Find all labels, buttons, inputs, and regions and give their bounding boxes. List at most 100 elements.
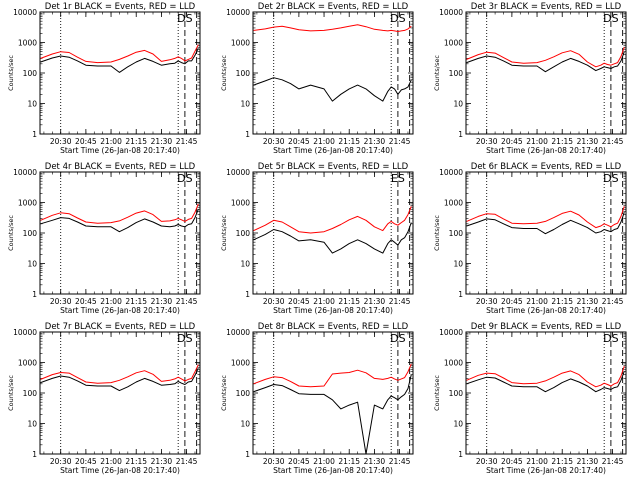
ds-annotation: DS [603, 172, 618, 185]
y-tick-label: 1000 [18, 39, 37, 48]
plot-frame [252, 331, 414, 455]
x-axis-label: Start Time (26-Jan-08 20:17:40) [60, 306, 180, 315]
chart-panel-4: Det 4r BLACK = Events, RED = LLD 1 10 100 10… [7, 162, 201, 315]
chart-title: Det 6r BLACK = Events, RED = LLD [471, 162, 622, 172]
series-line-red [253, 24, 412, 32]
series-line-red [40, 44, 199, 64]
y-tick-label: 10000 [13, 8, 37, 17]
y-axis-label: Counts/sec [220, 55, 228, 91]
y-tick-label: 1000 [18, 359, 37, 368]
chart-panel-9: Det 9r BLACK = Events, RED = LLD 1 10 100 10… [433, 322, 627, 475]
x-tick-label: 21:00 [100, 137, 122, 146]
plot-frame [39, 171, 201, 295]
x-tick-label: 21:30 [577, 297, 599, 306]
series-line-black [253, 374, 412, 455]
plot-frame [465, 331, 627, 455]
series-line-black [40, 47, 199, 73]
series-line-red [466, 365, 625, 388]
chart-panel-5: Det 5r BLACK = Events, RED = LLD 1 10 100 10… [220, 162, 414, 315]
ds-annotation: DS [603, 12, 618, 25]
x-tick-label: 20:30 [476, 297, 498, 306]
plot-frame [465, 11, 627, 135]
x-tick-label: 21:45 [389, 137, 411, 146]
x-tick-label: 20:45 [501, 457, 523, 466]
y-tick-label: 100 [23, 229, 38, 238]
y-tick-label: 10000 [439, 328, 463, 337]
y-tick-label: 1 [32, 290, 37, 299]
chart-title: Det 7r BLACK = Events, RED = LLD [45, 322, 196, 332]
x-tick-label: 21:15 [551, 457, 573, 466]
x-tick-label: 20:45 [75, 457, 97, 466]
x-tick-label: 21:00 [100, 297, 122, 306]
y-tick-label: 1 [245, 130, 250, 139]
x-tick-label: 21:30 [364, 137, 386, 146]
x-tick-label: 20:30 [263, 457, 285, 466]
x-axis-label: Start Time (26-Jan-08 20:17:40) [60, 146, 180, 155]
x-tick-label: 20:30 [263, 137, 285, 146]
x-tick-label: 20:45 [288, 137, 310, 146]
plot-frame [39, 11, 201, 135]
y-axis-label: Counts/sec [220, 375, 228, 411]
y-tick-label: 100 [23, 69, 38, 78]
y-axis-label: Counts/sec [7, 375, 15, 411]
x-tick-label: 21:30 [577, 137, 599, 146]
series-line-black [466, 212, 625, 235]
y-tick-label: 1 [32, 130, 37, 139]
y-tick-label: 100 [449, 389, 464, 398]
chart-title: Det 4r BLACK = Events, RED = LLD [45, 162, 196, 172]
y-tick-label: 10 [453, 260, 463, 269]
x-tick-label: 20:45 [501, 297, 523, 306]
x-tick-label: 21:30 [151, 137, 173, 146]
y-tick-label: 1000 [444, 359, 463, 368]
y-tick-label: 1000 [18, 199, 37, 208]
x-tick-label: 21:00 [313, 297, 335, 306]
y-tick-label: 1000 [231, 359, 250, 368]
y-axis-label: Counts/sec [433, 215, 441, 251]
x-tick-label: 21:00 [526, 137, 548, 146]
x-tick-label: 21:45 [602, 297, 624, 306]
chart-title: Det 8r BLACK = Events, RED = LLD [258, 322, 409, 332]
y-tick-label: 10000 [13, 168, 37, 177]
x-tick-label: 21:15 [125, 137, 147, 146]
y-tick-label: 10000 [439, 168, 463, 177]
plot-frame [252, 171, 414, 295]
x-tick-label: 21:15 [338, 137, 360, 146]
y-tick-label: 100 [449, 69, 464, 78]
chart-title: Det 9r BLACK = Events, RED = LLD [471, 322, 622, 332]
ds-annotation: DS [177, 172, 192, 185]
series-line-black [466, 51, 625, 73]
x-tick-label: 20:45 [288, 457, 310, 466]
x-tick-label: 21:45 [602, 137, 624, 146]
y-tick-label: 1000 [444, 199, 463, 208]
y-tick-label: 1 [32, 450, 37, 459]
y-tick-label: 10 [27, 260, 37, 269]
series-line-red [253, 206, 412, 234]
y-tick-label: 10000 [13, 328, 37, 337]
y-tick-label: 100 [23, 389, 38, 398]
y-tick-label: 100 [236, 69, 251, 78]
x-tick-label: 21:30 [151, 457, 173, 466]
series-line-red [253, 363, 412, 388]
y-axis-label: Counts/sec [220, 215, 228, 251]
chart-panel-6: Det 6r BLACK = Events, RED = LLD 1 10 100 10… [433, 162, 627, 315]
chart-panel-3: Det 3r BLACK = Events, RED = LLD 1 10 100 10… [433, 2, 627, 155]
series-line-black [253, 222, 412, 254]
x-axis-label: Start Time (26-Jan-08 20:17:40) [486, 466, 606, 475]
series-line-black [466, 371, 625, 393]
chart-panel-2: Det 2r BLACK = Events, RED = LLD 1 10 100 10… [220, 2, 414, 155]
x-tick-label: 21:45 [389, 297, 411, 306]
x-tick-label: 21:45 [176, 457, 198, 466]
ds-annotation: DS [177, 332, 192, 345]
x-tick-label: 20:45 [75, 297, 97, 306]
ds-annotation: DS [390, 12, 405, 25]
y-tick-label: 100 [236, 229, 251, 238]
y-tick-label: 1 [458, 450, 463, 459]
y-axis-label: Counts/sec [433, 55, 441, 91]
y-tick-label: 10000 [226, 8, 250, 17]
x-tick-label: 21:15 [338, 457, 360, 466]
y-tick-label: 10 [240, 100, 250, 109]
x-tick-label: 20:30 [476, 137, 498, 146]
ds-annotation: ES [391, 172, 405, 185]
y-tick-label: 1000 [231, 39, 250, 48]
